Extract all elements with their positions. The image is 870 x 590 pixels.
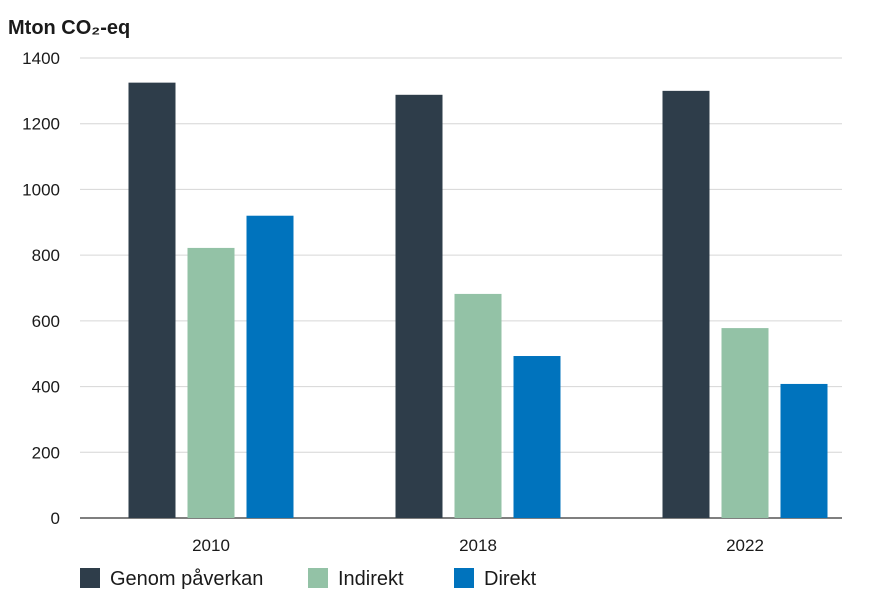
y-tick-label: 1000 <box>22 180 60 199</box>
x-axis-ticks: 2010 2018 2022 <box>192 536 764 555</box>
bar-2018-genom-p-verkan <box>395 94 443 519</box>
y-tick-label: 800 <box>32 246 60 265</box>
bar-2018-indirekt <box>454 293 502 518</box>
y-tick-label: 400 <box>32 378 60 397</box>
bar-2018-direkt <box>513 356 561 518</box>
legend-swatch <box>454 568 474 588</box>
bar-2010-direkt <box>246 215 294 518</box>
y-axis-title: Mton CO₂-eq <box>8 17 130 39</box>
legend-label: Direkt <box>484 568 537 590</box>
y-tick-label: 0 <box>51 509 60 528</box>
legend: Genom påverkan Indirekt Direkt <box>80 568 537 590</box>
y-axis-ticks: 0 200 400 600 800 1000 1200 1400 <box>22 49 60 528</box>
legend-label: Genom påverkan <box>110 568 263 590</box>
x-tick-label: 2018 <box>459 536 497 555</box>
bar-2022-direkt <box>780 383 828 518</box>
y-tick-label: 200 <box>32 443 60 462</box>
y-tick-label: 1400 <box>22 49 60 68</box>
legend-swatch <box>80 568 100 588</box>
y-tick-label: 1200 <box>22 115 60 134</box>
y-tick-label: 600 <box>32 312 60 331</box>
x-tick-label: 2010 <box>192 536 230 555</box>
legend-swatch <box>308 568 328 588</box>
bar-2010-genom-p-verkan <box>128 82 176 519</box>
bar-2022-genom-p-verkan <box>662 90 710 518</box>
bars <box>128 82 828 519</box>
x-tick-label: 2022 <box>726 536 764 555</box>
bar-2010-indirekt <box>187 247 235 518</box>
bar-2022-indirekt <box>721 328 769 518</box>
legend-label: Indirekt <box>338 568 404 590</box>
